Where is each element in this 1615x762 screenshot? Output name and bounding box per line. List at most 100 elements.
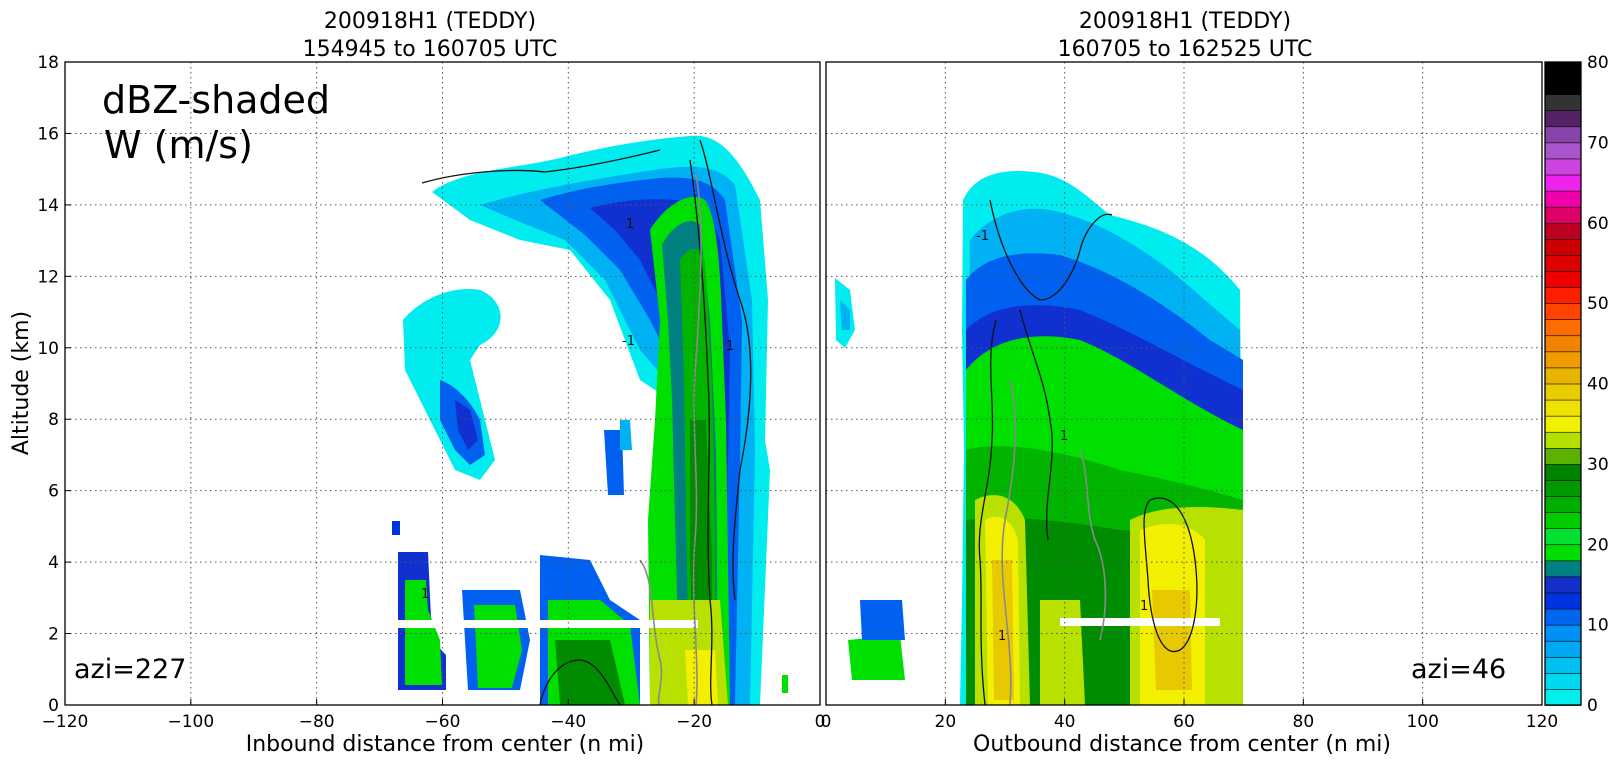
colorbar-swatch (1544, 334, 1582, 353)
colorbar-swatch (1544, 431, 1582, 449)
left-xticks: −120 −100 −80 −60 −40 −20 0 (42, 699, 826, 732)
left-xtick-label: −80 (299, 712, 335, 732)
left-ytick-label: 16 (37, 124, 59, 144)
colorbar-swatch (1544, 624, 1582, 642)
colorbar-swatch (1544, 447, 1582, 465)
left-ytick-label: 0 (48, 696, 59, 716)
left-title-line1: 200918H1 (TEDDY) (324, 9, 536, 34)
left-ytick-label: 18 (37, 53, 59, 73)
right-yellowgreen-mid (1040, 600, 1085, 705)
left-contour-label-2: -1 (622, 334, 635, 349)
colorbar-swatch (1544, 592, 1582, 610)
right-title-line2: 160705 to 162525 UTC (1058, 37, 1313, 62)
right-low-echo-blue (860, 600, 905, 640)
right-w-contours: -1 1 1 1 (976, 199, 1198, 705)
colorbar-swatch (1544, 93, 1582, 112)
left-xtick-label: 0 (815, 712, 826, 732)
colorbar-swatch (1544, 109, 1582, 128)
right-grid (826, 62, 1542, 705)
colorbar-tick-label: 40 (1587, 375, 1609, 395)
colorbar-tick-label: 0 (1587, 696, 1598, 716)
left-contour-label-4: 1 (421, 587, 429, 602)
colorbar-swatch (1544, 640, 1582, 658)
right-xtick-label: 40 (1054, 712, 1076, 732)
left-mid-cell2 (620, 420, 632, 450)
right-contour-label-4: 1 (1060, 429, 1068, 444)
colorbar-swatch (1544, 560, 1582, 578)
left-outer-band-darkblue (455, 400, 478, 450)
left-azimuth-label: azi=227 (74, 654, 186, 685)
right-near-center-blue (840, 300, 850, 330)
left-ytick-label: 4 (48, 553, 59, 573)
colorbar-swatch (1544, 190, 1582, 208)
colorbar-swatch (1544, 238, 1582, 256)
right-title-line1: 200918H1 (TEDDY) (1079, 9, 1291, 34)
right-xticks: 0 20 40 60 80 100 120 (821, 699, 1558, 732)
colorbar-swatch (1544, 254, 1582, 272)
colorbar-swatch (1544, 142, 1582, 160)
right-contour-label-3: 1 (1140, 599, 1148, 614)
left-reflectivity-field (392, 135, 788, 705)
right-xtick-label: 0 (821, 712, 832, 732)
colorbar-tick-label: 50 (1587, 294, 1609, 314)
colorbar-tick-label: 60 (1587, 214, 1609, 234)
left-contour-label-1: 1 (626, 217, 634, 232)
colorbar-swatch (1544, 543, 1582, 562)
colorbar-swatch (1544, 672, 1582, 690)
left-xlabel: Inbound distance from center (n mi) (246, 732, 645, 757)
right-gold-core2 (1152, 590, 1192, 690)
left-ytick-label: 14 (37, 196, 59, 216)
left-panel: 200918H1 (TEDDY) 154945 to 160705 UTC (9, 9, 825, 757)
colorbar-ticks: 0 10 20 30 40 50 60 70 80 (1587, 53, 1609, 716)
left-outer-band-echo (403, 289, 501, 480)
annotation-line2: W (m/s) (104, 123, 253, 167)
colorbar-swatch (1544, 270, 1582, 288)
left-ytick-label: 12 (37, 267, 59, 287)
colorbar-swatch (1544, 77, 1582, 95)
left-low-band2-green (474, 605, 522, 688)
left-xtick-label: −20 (676, 712, 712, 732)
left-w-contours: 1 -1 1 1 (421, 139, 752, 705)
colorbar-frame (1544, 61, 1582, 706)
colorbar-swatch (1544, 158, 1582, 176)
right-data-gap (1060, 618, 1220, 626)
colorbar-swatch (1544, 61, 1582, 79)
left-ylabel: Altitude (km) (9, 311, 34, 455)
colorbar-swatch (1544, 318, 1582, 337)
left-contour-label-3: 1 (726, 339, 734, 354)
colorbar-swatch (1544, 367, 1582, 385)
right-contour-eyewall-right (1019, 309, 1053, 541)
colorbar-tick-label: 10 (1587, 616, 1609, 636)
right-azimuth-label: azi=46 (1411, 654, 1506, 685)
left-contour-lowlevel (539, 659, 621, 705)
colorbar-swatch (1544, 576, 1582, 594)
colorbar-tick-label: 20 (1587, 535, 1609, 555)
colorbar-swatch (1544, 286, 1582, 304)
colorbar-swatches (1544, 61, 1582, 706)
colorbar-swatch (1544, 415, 1582, 433)
colorbar-swatch (1544, 656, 1582, 674)
left-edge-cell (782, 675, 788, 693)
right-panel: 200918H1 (TEDDY) 160705 to 162525 UTC (821, 9, 1559, 757)
left-ytick-label: 6 (48, 482, 59, 502)
left-xtick-label: −40 (550, 712, 586, 732)
left-eyewall-yellow (685, 650, 718, 705)
left-xtick-label: −100 (167, 712, 214, 732)
right-contour-core2 (1143, 497, 1198, 653)
right-xtick-label: 100 (1406, 712, 1438, 732)
colorbar-tick-label: 70 (1587, 133, 1609, 153)
right-contour-anvil (989, 199, 1113, 301)
colorbar-swatch (1544, 383, 1582, 401)
left-contour-gray-eyewall (692, 174, 702, 705)
left-far-low-cell (392, 521, 400, 535)
right-xtick-label: 120 (1526, 712, 1558, 732)
left-mid-cell (604, 430, 624, 495)
colorbar-swatch (1544, 351, 1582, 369)
colorbar: 0 10 20 30 40 50 60 70 80 (1544, 53, 1609, 716)
colorbar-swatch (1544, 511, 1582, 529)
colorbar-tick-label: 30 (1587, 455, 1609, 475)
colorbar-swatch (1544, 206, 1582, 224)
right-contour-gray-2 (1079, 449, 1107, 641)
left-yticks: 0 2 4 6 8 10 12 14 16 18 (37, 53, 71, 716)
